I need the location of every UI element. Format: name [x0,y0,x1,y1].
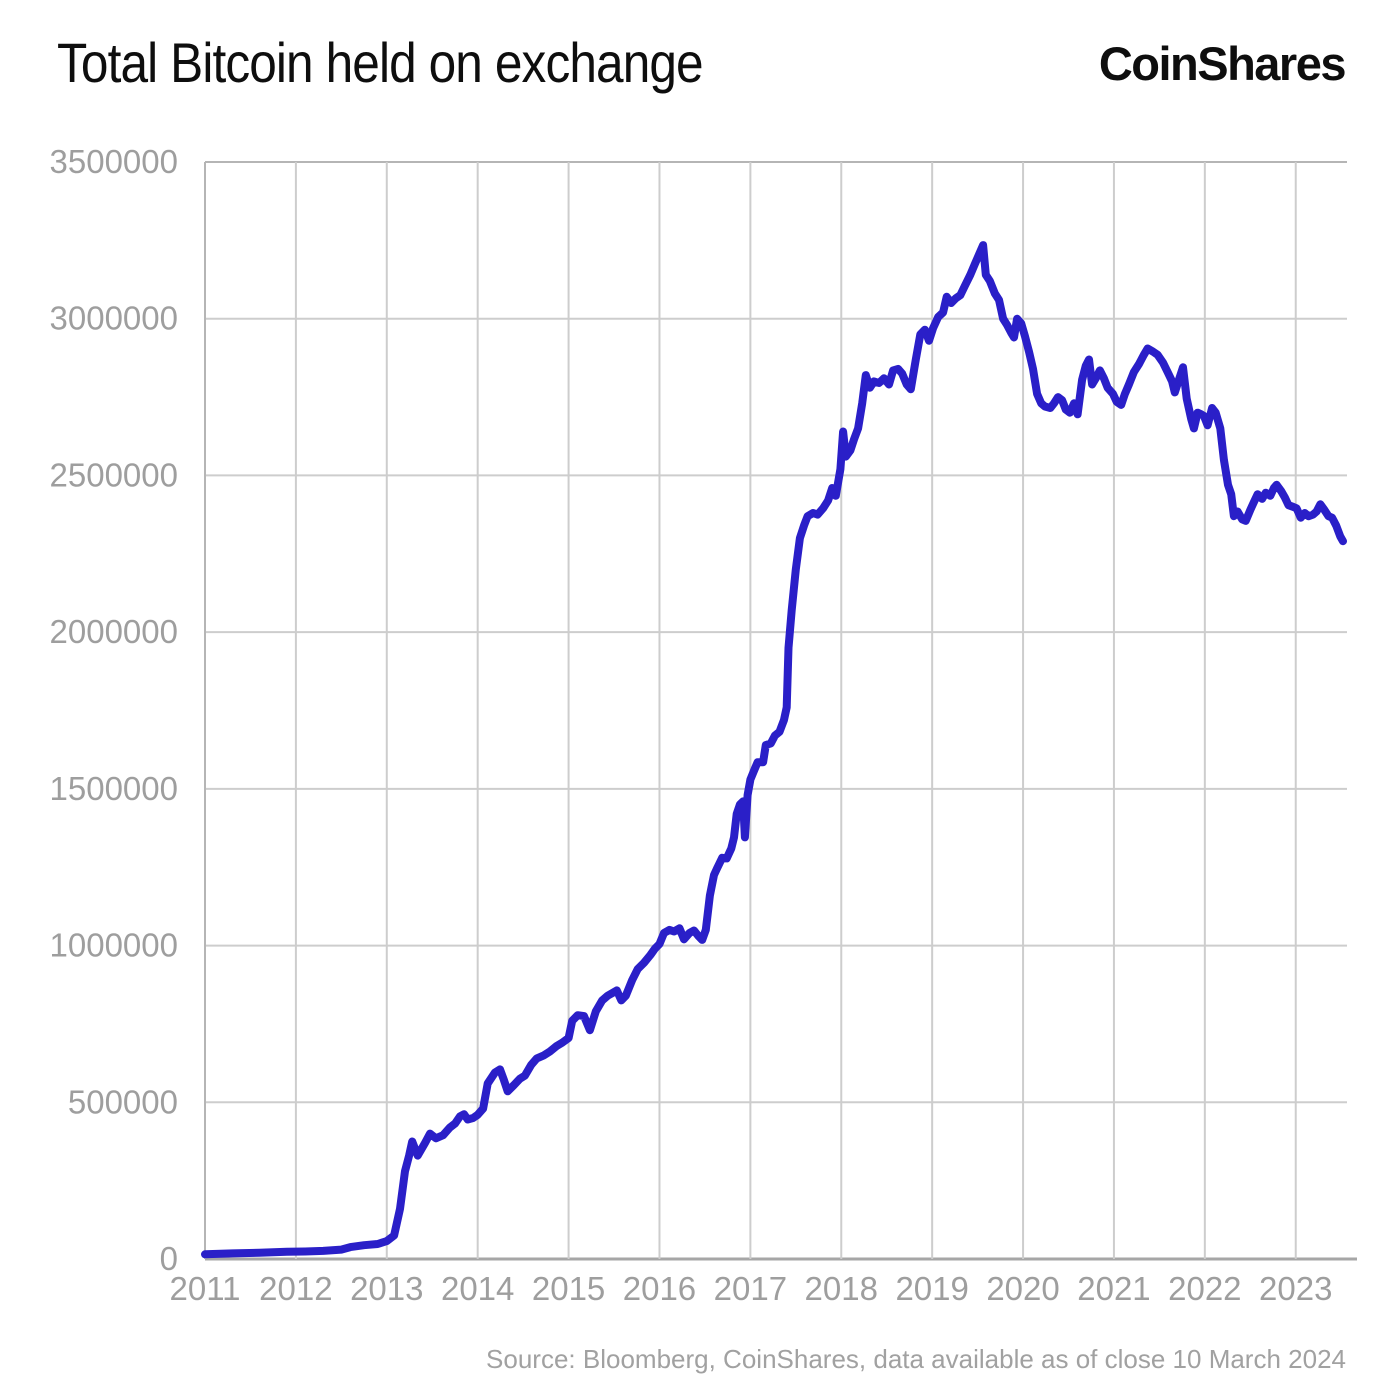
y-axis-tick-label: 1500000 [50,770,178,807]
y-axis-tick-label: 2000000 [50,613,178,650]
source-note: Source: Bloomberg, CoinShares, data avai… [486,1344,1346,1374]
chart-title: Total Bitcoin held on exchange [57,31,704,94]
y-axis-tick-label: 3000000 [50,300,178,337]
y-axis-tick-label: 1000000 [50,927,178,964]
x-axis-tick-label: 2014 [441,1270,514,1307]
x-axis-tick-label: 2018 [805,1270,878,1307]
x-axis-tick-label: 2022 [1168,1270,1241,1307]
y-axis-tick-label: 0 [160,1240,178,1277]
y-axis-tick-label: 3500000 [50,143,178,180]
x-axis-tick-label: 2011 [170,1270,241,1307]
x-axis-tick-label: 2016 [623,1270,696,1307]
x-axis-tick-label: 2017 [714,1270,787,1307]
x-axis-tick-label: 2015 [532,1270,605,1307]
x-axis-tick-label: 2013 [350,1270,423,1307]
data-line [201,241,1347,1259]
x-axis-tick-label: 2012 [259,1270,332,1307]
y-axis-tick-label: 500000 [68,1083,178,1120]
x-axis-tick-label: 2020 [986,1270,1059,1307]
x-axis-tick-label: 2019 [895,1270,968,1307]
coinshares-logo: CoinShares [1098,37,1347,90]
x-axis-tick-label: 2023 [1259,1270,1332,1307]
x-axis-tick-label: 2021 [1077,1270,1150,1307]
y-axis-tick-label: 2500000 [50,456,178,493]
